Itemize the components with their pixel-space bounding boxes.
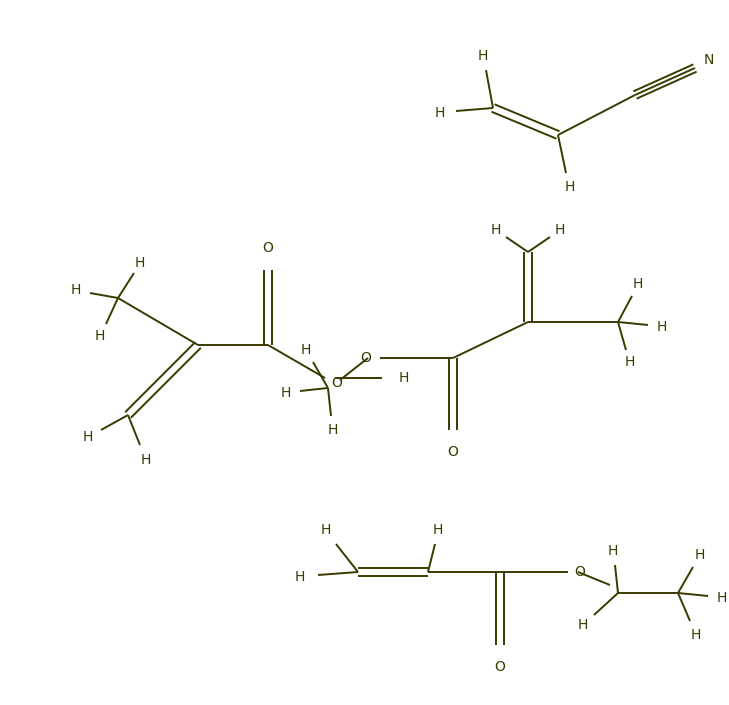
Text: H: H (71, 283, 81, 297)
Text: O: O (262, 241, 273, 255)
Text: H: H (578, 618, 588, 632)
Text: H: H (695, 548, 705, 562)
Text: H: H (295, 570, 305, 584)
Text: O: O (494, 660, 505, 674)
Text: H: H (555, 223, 565, 237)
Text: H: H (83, 430, 93, 444)
Text: H: H (633, 277, 643, 291)
Text: H: H (321, 523, 331, 537)
Text: H: H (281, 386, 291, 400)
Text: H: H (301, 343, 311, 357)
Text: O: O (332, 376, 343, 390)
Text: H: H (135, 256, 145, 270)
Text: H: H (95, 329, 105, 343)
Text: H: H (477, 49, 488, 63)
Text: H: H (657, 320, 667, 334)
Text: H: H (625, 355, 635, 369)
Text: H: H (434, 106, 445, 120)
Text: O: O (361, 351, 372, 365)
Text: N: N (703, 53, 714, 67)
Text: H: H (141, 453, 151, 467)
Text: H: H (608, 544, 618, 558)
Text: H: H (491, 223, 501, 237)
Text: H: H (399, 371, 409, 385)
Text: H: H (565, 180, 575, 194)
Text: H: H (328, 423, 338, 437)
Text: O: O (574, 565, 585, 579)
Text: O: O (448, 445, 459, 459)
Text: H: H (717, 591, 728, 605)
Text: H: H (433, 523, 443, 537)
Text: H: H (691, 628, 701, 642)
